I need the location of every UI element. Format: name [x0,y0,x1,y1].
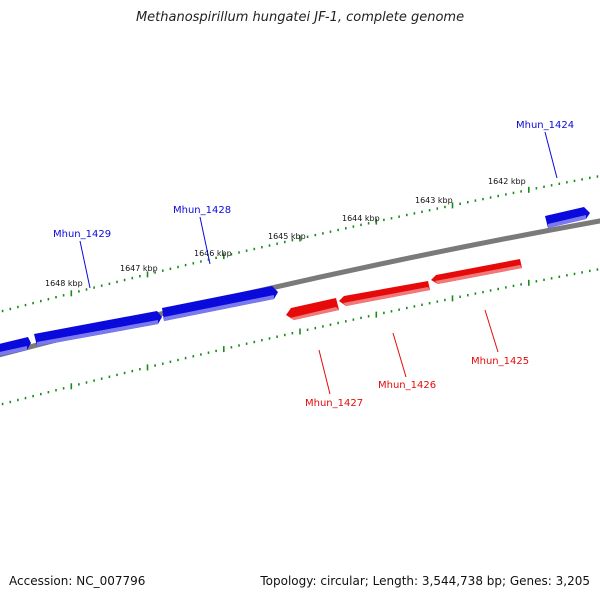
inner-ruler [1,268,599,406]
gene-label-mhun-1428[interactable]: Mhun_1428 [173,205,231,216]
leader-mhun-1425 [484,309,499,353]
leader-mhun-1429 [79,240,91,289]
genome-title: Methanospirillum hungatei JF-1, complete… [135,10,465,25]
leader-mhun-1426 [392,332,407,378]
gene-leader-lines [79,131,558,395]
gene-label-mhun-1427[interactable]: Mhun_1427 [305,398,363,409]
gene-shade [290,307,339,320]
gene-arrow-mhun-1427[interactable] [286,298,339,320]
gene-shade [548,215,586,228]
outer-ruler [1,175,599,313]
gene-shade [37,320,158,346]
ruler-label-1646: 1646 kbp [194,249,232,258]
gene-label-mhun-1426[interactable]: Mhun_1426 [378,380,436,391]
gene-label-mhun-1425[interactable]: Mhun_1425 [471,356,529,367]
ruler-label-1645: 1645 kbp [268,232,306,241]
ruler-label-1647: 1647 kbp [120,264,158,273]
ruler-label-1643: 1643 kbp [415,196,453,205]
gene-shade [343,287,430,306]
leader-mhun-1424 [544,131,558,179]
leader-mhun-1428 [199,216,211,265]
gene-shade [435,265,522,284]
gene-labels: Mhun_1424 Mhun_1428 Mhun_1429 Mhun_1425 … [53,120,574,409]
genome-summary-text: Topology: circular; Length: 3,544,738 bp… [260,574,590,588]
gene-shade [164,295,274,321]
gene-label-mhun-1429[interactable]: Mhun_1429 [53,229,111,240]
gene-shade [0,346,27,356]
gene-label-mhun-1424[interactable]: Mhun_1424 [516,120,574,131]
reverse-strand-genes [286,259,522,320]
leader-mhun-1427 [318,349,331,395]
ruler-label-1644: 1644 kbp [342,214,380,223]
ruler-label-1648: 1648 kbp [45,279,83,288]
accession-text: Accession: NC_007796 [9,574,146,588]
ruler-labels: 1648 kbp 1647 kbp 1646 kbp 1645 kbp 1644… [45,177,526,288]
ruler-label-1642: 1642 kbp [488,177,526,186]
forward-strand-genes [0,207,590,356]
